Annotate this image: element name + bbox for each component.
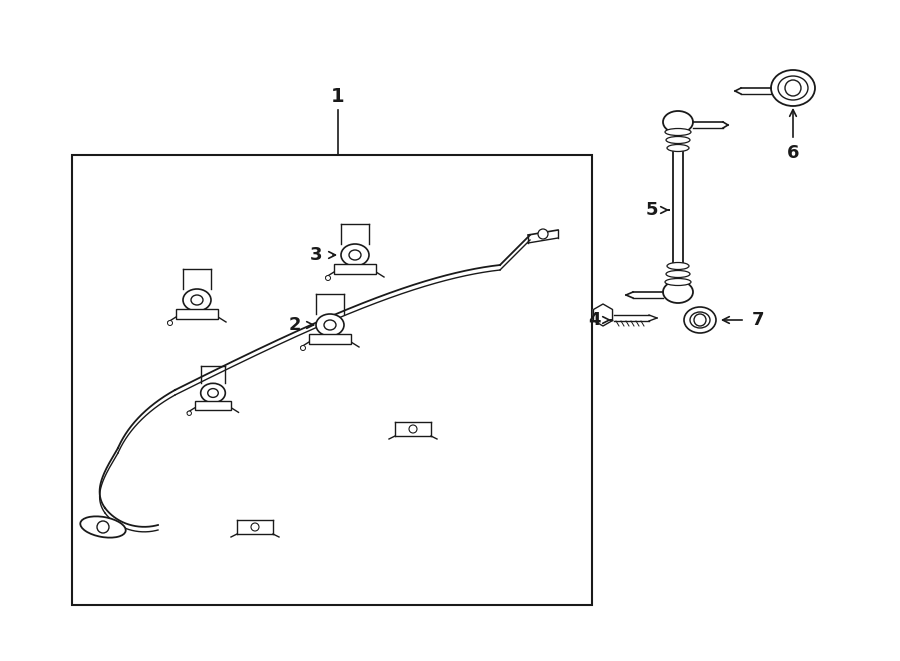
Circle shape — [167, 321, 173, 325]
Circle shape — [301, 346, 305, 350]
Ellipse shape — [80, 516, 126, 537]
Circle shape — [785, 80, 801, 96]
Ellipse shape — [191, 295, 203, 305]
Ellipse shape — [208, 389, 219, 397]
Bar — [334, 264, 376, 274]
Circle shape — [409, 425, 417, 433]
Circle shape — [97, 521, 109, 533]
Ellipse shape — [666, 137, 690, 143]
Ellipse shape — [663, 111, 693, 133]
Ellipse shape — [667, 145, 689, 151]
Circle shape — [694, 314, 706, 326]
Circle shape — [251, 523, 259, 531]
Ellipse shape — [667, 262, 689, 270]
Ellipse shape — [183, 289, 211, 311]
Text: 4: 4 — [588, 311, 600, 329]
Ellipse shape — [665, 278, 691, 286]
Ellipse shape — [316, 314, 344, 336]
Ellipse shape — [324, 320, 336, 330]
Text: 2: 2 — [289, 316, 302, 334]
Ellipse shape — [201, 383, 225, 403]
Ellipse shape — [341, 244, 369, 266]
Polygon shape — [593, 304, 613, 326]
Text: 7: 7 — [752, 311, 764, 329]
Text: 1: 1 — [331, 87, 345, 106]
Circle shape — [326, 276, 330, 280]
Text: 5: 5 — [646, 201, 658, 219]
Ellipse shape — [684, 307, 716, 333]
Bar — [72, 155, 592, 605]
Bar — [309, 334, 351, 344]
Ellipse shape — [771, 70, 815, 106]
Text: 3: 3 — [310, 246, 322, 264]
Ellipse shape — [663, 281, 693, 303]
Bar — [194, 401, 231, 410]
Bar — [176, 309, 218, 319]
Ellipse shape — [666, 270, 690, 278]
Ellipse shape — [690, 312, 710, 328]
Circle shape — [538, 229, 548, 239]
Ellipse shape — [778, 76, 808, 100]
Text: 6: 6 — [787, 144, 799, 162]
Ellipse shape — [665, 128, 691, 136]
Circle shape — [187, 411, 192, 416]
Ellipse shape — [349, 250, 361, 260]
